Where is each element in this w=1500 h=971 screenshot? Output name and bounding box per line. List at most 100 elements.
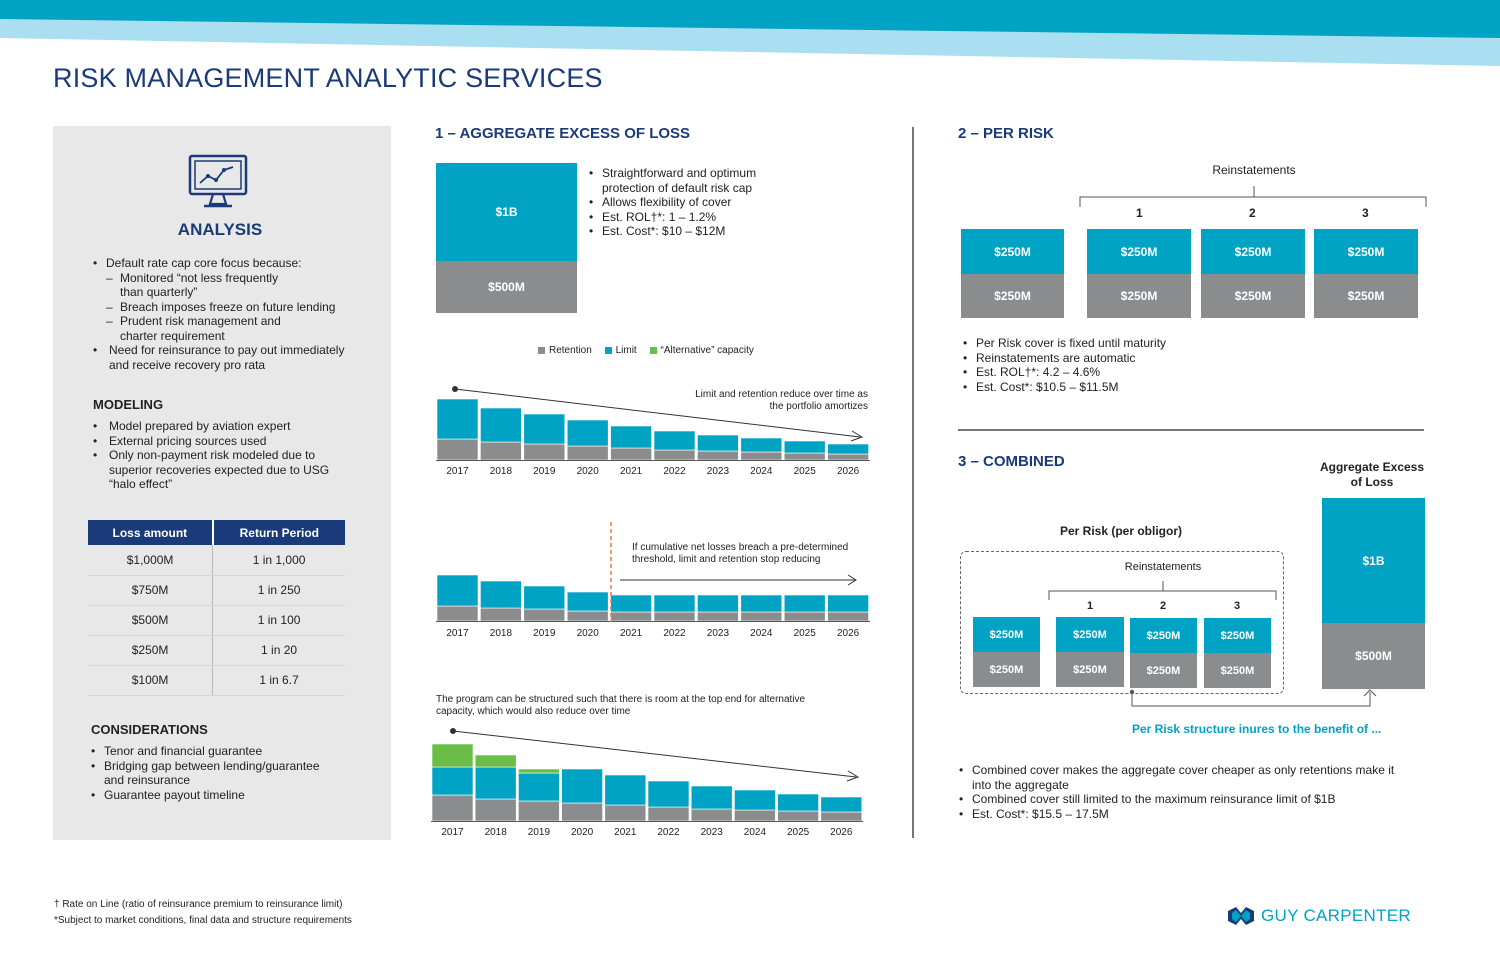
bar-alternativecapacity [474,754,517,768]
table-row: $100M 1 in 6.7 [88,665,345,696]
analysis-heading: ANALYSIS [177,220,263,239]
bar-limit [783,440,826,454]
loss-return-table: Loss amount Return Period $1,000M 1 in 1,… [88,520,345,696]
bar-limit [740,594,783,613]
analysis-bullet: Need for reinsurance to pay out immediat… [90,343,360,372]
perrisk-top-box: $250M [1087,229,1191,274]
bar-retention [827,453,869,461]
table-cell: 1 in 1,000 [212,545,345,576]
bar-retention [777,810,819,822]
bar-limit [647,780,690,808]
year-tick-label: 2018 [490,628,513,639]
bar-limit [827,594,869,613]
year-tick-label: 2024 [750,466,773,477]
benefit-text: Per Risk structure inures to the benefit… [1132,722,1382,736]
combined-bottom-box: $250M [1130,653,1197,688]
bar-limit [734,789,776,811]
agg-bullet: Est. Cost*: $10 – $12M [586,224,786,239]
chart-legend: Retention Limit “Alternative” capacity [538,345,754,356]
bar-limit [523,585,566,610]
agg-limit-box: $1B [436,163,577,261]
combined-bullet: Combined cover still limited to the maxi… [956,792,1416,807]
table-row: $750M 1 in 250 [88,575,345,606]
agg-bullet: Est. ROL†*: 1 – 1.2% [586,210,786,225]
combined-agg-limit-box: $1B [1322,498,1425,623]
bar-retention [431,794,474,822]
bar-retention [653,449,696,461]
perrisk-reinstatement-1: 1 [1136,206,1143,220]
year-tick-label: 2026 [830,827,853,838]
bar-limit [820,796,863,813]
combined-agg-title: Aggregate Excess of Loss [1319,460,1425,489]
perrisk-bullet: Per Risk cover is fixed until maturity [960,336,1260,351]
year-tick-label: 2025 [794,466,817,477]
bar-limit [566,591,609,612]
bar-limit [740,437,783,453]
perrisk-bottom-box: $250M [1087,274,1191,318]
combined-top-box: $250M [973,617,1040,652]
year-tick-label: 2019 [533,466,556,477]
benefit-arrow [1129,689,1377,707]
table-cell: $100M [88,665,214,696]
year-tick-label: 2023 [701,827,724,838]
bar-limit [436,574,479,607]
bar-retention [647,806,690,822]
agg-retention-box: $500M [436,261,577,313]
perrisk-reinstatement-2: 2 [1249,206,1256,220]
perrisk-heading: 2 – PER RISK [958,125,1054,142]
amortization-charts: 2017 2018 2019 2020 2021 2022 2023 2024 2025 2026… [431,386,870,838]
bar-retention [436,605,479,622]
table-cell: 1 in 100 [212,605,345,636]
combined-agg-retention-box: $500M [1322,623,1425,689]
table-cell: $250M [88,635,214,666]
trend-arrow-line [452,730,857,778]
bar-limit [653,430,696,451]
perrisk-bottom-box: $250M [1201,274,1305,318]
bar-retention [690,808,733,822]
combined-reinstatements-label: Reinstatements [1124,561,1202,573]
bar-limit [697,434,739,452]
combined-perrisk-title: Per Risk (per obligor) [1059,524,1183,538]
bar-retention [783,611,826,622]
analysis-sub-bullet: Monitored “not less frequently than quar… [90,271,290,300]
year-tick-label: 2026 [837,628,860,639]
bar-retention [523,608,566,622]
perrisk-bullet: Est. ROL†*: 4.2 – 4.6% [960,365,1260,380]
table-cell: $500M [88,605,214,636]
year-tick-label: 2020 [577,466,600,477]
year-tick-label: 2020 [571,827,594,838]
bar-alternativecapacity [431,743,474,768]
footnote-rol: † Rate on Line (ratio of reinsurance pre… [54,899,343,910]
perrisk-reinstatement-3: 3 [1362,206,1369,220]
bar-retention [653,611,696,622]
flat-arrowhead [847,574,857,586]
table-cell: 1 in 6.7 [212,665,345,696]
bar-retention [734,809,776,822]
combined-list: Combined cover makes the aggregate cover… [956,763,1416,821]
year-tick-label: 2025 [794,628,817,639]
agg-heading: 1 – AGGREGATE EXCESS OF LOSS [435,125,691,142]
year-tick-label: 2022 [657,827,680,838]
year-tick-label: 2019 [528,827,551,838]
modeling-bullet: Model prepared by aviation expert [90,419,340,434]
combined-dashed-frame [960,551,1284,694]
brand-name: GUY CARPENTER [1261,906,1412,925]
combined-bottom-box: $250M [973,652,1040,687]
perrisk-reinstatements-label: Reinstatements [1212,163,1296,177]
bar-limit [480,580,522,609]
modeling-heading: MODELING [93,397,164,412]
modeling-list: Model prepared by aviation expert Extern… [90,419,340,492]
year-tick-label: 2017 [446,466,469,477]
year-tick-label: 2017 [441,827,464,838]
year-tick-label: 2018 [485,827,508,838]
trend-arrowhead [846,770,860,782]
perrisk-bracket [1079,186,1427,207]
legend-label: Limit [615,345,637,356]
table-cell: 1 in 20 [212,635,345,666]
bar-limit [474,766,517,800]
bar-limit [480,407,522,443]
legend-label: Retention [549,345,592,356]
perrisk-bullet: Est. Cost*: $10.5 – $11.5M [960,380,1260,395]
bar-limit [690,785,733,810]
year-tick-label: 2021 [620,628,643,639]
